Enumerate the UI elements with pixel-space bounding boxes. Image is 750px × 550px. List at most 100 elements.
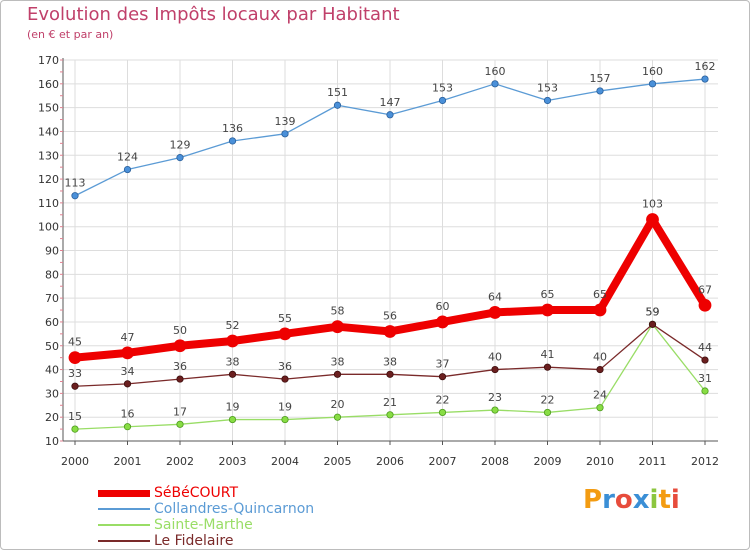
data-label: 56 xyxy=(383,309,397,322)
data-label: 24 xyxy=(593,389,607,402)
y-tick-label: 160 xyxy=(38,78,59,91)
data-label: 151 xyxy=(327,86,348,99)
data-label: 40 xyxy=(593,351,607,364)
data-label: 22 xyxy=(436,393,450,406)
x-tick-label: 2005 xyxy=(324,455,352,468)
x-tick-label: 2008 xyxy=(481,455,509,468)
data-label: 136 xyxy=(222,122,243,135)
data-label: 19 xyxy=(226,401,240,414)
x-tick-label: 2012 xyxy=(691,455,719,468)
data-point xyxy=(281,375,289,383)
data-point xyxy=(436,315,449,329)
data-point xyxy=(648,320,657,328)
legend-swatch xyxy=(98,540,150,542)
y-tick-label: 60 xyxy=(45,316,59,329)
y-tick-label: 150 xyxy=(38,102,59,115)
y-tick-label: 50 xyxy=(45,340,59,353)
data-label: 124 xyxy=(117,151,138,164)
legend-swatch xyxy=(98,524,150,526)
x-tick-label: 2009 xyxy=(534,455,562,468)
data-label: 47 xyxy=(121,331,135,344)
y-tick-label: 70 xyxy=(45,292,59,305)
x-tick-label: 2011 xyxy=(639,455,667,468)
x-tick-label: 2007 xyxy=(429,455,457,468)
data-label: 157 xyxy=(590,72,611,85)
data-label: 103 xyxy=(642,198,663,211)
data-point xyxy=(333,101,342,109)
data-label: 50 xyxy=(173,324,187,337)
data-label: 59 xyxy=(646,305,660,318)
data-point xyxy=(71,192,79,200)
proxiti-logo: Proxiti xyxy=(583,485,680,515)
data-point xyxy=(123,380,132,388)
data-point xyxy=(386,411,394,419)
data-label: 45 xyxy=(68,336,82,349)
data-point xyxy=(228,415,237,424)
data-label: 65 xyxy=(593,288,607,301)
data-point xyxy=(648,80,657,88)
x-tick-label: 2010 xyxy=(586,455,614,468)
data-label: 19 xyxy=(278,401,292,414)
data-label: 59 xyxy=(646,305,660,318)
data-point xyxy=(593,303,607,317)
y-tick-label: 10 xyxy=(45,435,59,448)
data-point xyxy=(281,130,289,138)
data-point xyxy=(176,420,184,428)
data-label: 17 xyxy=(173,405,187,418)
y-tick-label: 80 xyxy=(45,268,59,281)
data-point xyxy=(541,303,554,317)
y-tick-label: 100 xyxy=(38,221,59,234)
data-label: 52 xyxy=(226,319,240,332)
x-tick-label: 2002 xyxy=(166,455,194,468)
data-point xyxy=(123,423,132,431)
data-point xyxy=(438,408,447,417)
chart-title: Evolution des Impôts locaux par Habitant xyxy=(27,4,400,25)
y-tick-label: 170 xyxy=(38,54,59,67)
x-tick-label: 2000 xyxy=(61,455,89,468)
data-label: 16 xyxy=(121,408,135,421)
data-label: 113 xyxy=(65,177,86,190)
data-point xyxy=(491,80,499,88)
data-label: 153 xyxy=(537,81,558,94)
data-label: 37 xyxy=(436,358,450,371)
data-point xyxy=(701,356,709,364)
data-point xyxy=(543,96,552,105)
data-label: 38 xyxy=(331,355,345,368)
data-label: 153 xyxy=(432,81,453,94)
data-point xyxy=(698,298,712,312)
y-tick-label: 140 xyxy=(38,125,59,138)
data-label: 139 xyxy=(275,115,296,128)
data-point xyxy=(228,137,237,145)
data-point xyxy=(488,306,502,319)
data-label: 40 xyxy=(488,351,502,364)
data-point xyxy=(121,346,134,360)
data-label: 36 xyxy=(278,360,292,373)
x-tick-label: 2004 xyxy=(271,455,299,468)
data-point xyxy=(278,327,292,341)
x-tick-label: 2006 xyxy=(376,455,404,468)
data-label: 20 xyxy=(331,398,345,411)
logo-letter: t xyxy=(658,485,671,515)
legend-swatch xyxy=(98,489,150,497)
data-label: 160 xyxy=(485,65,506,78)
y-tick-label: 110 xyxy=(38,197,59,210)
data-label: 147 xyxy=(380,96,401,109)
legend-swatch xyxy=(98,508,150,510)
data-label: 129 xyxy=(170,139,191,152)
data-label: 67 xyxy=(698,283,712,296)
data-point xyxy=(71,425,79,433)
legend-label: Sainte-Marthe xyxy=(154,517,253,533)
y-tick-label: 90 xyxy=(45,245,59,258)
data-label: 21 xyxy=(383,396,397,409)
legend-label: Collandres-Quincarnon xyxy=(154,501,315,517)
data-label: 160 xyxy=(642,65,663,78)
chart-subtitle: (en € et par an) xyxy=(27,28,114,41)
data-point xyxy=(68,351,82,365)
data-point xyxy=(333,370,342,378)
data-point xyxy=(71,382,79,390)
data-point xyxy=(176,154,184,162)
data-label: 38 xyxy=(226,355,240,368)
data-label: 55 xyxy=(278,312,292,325)
